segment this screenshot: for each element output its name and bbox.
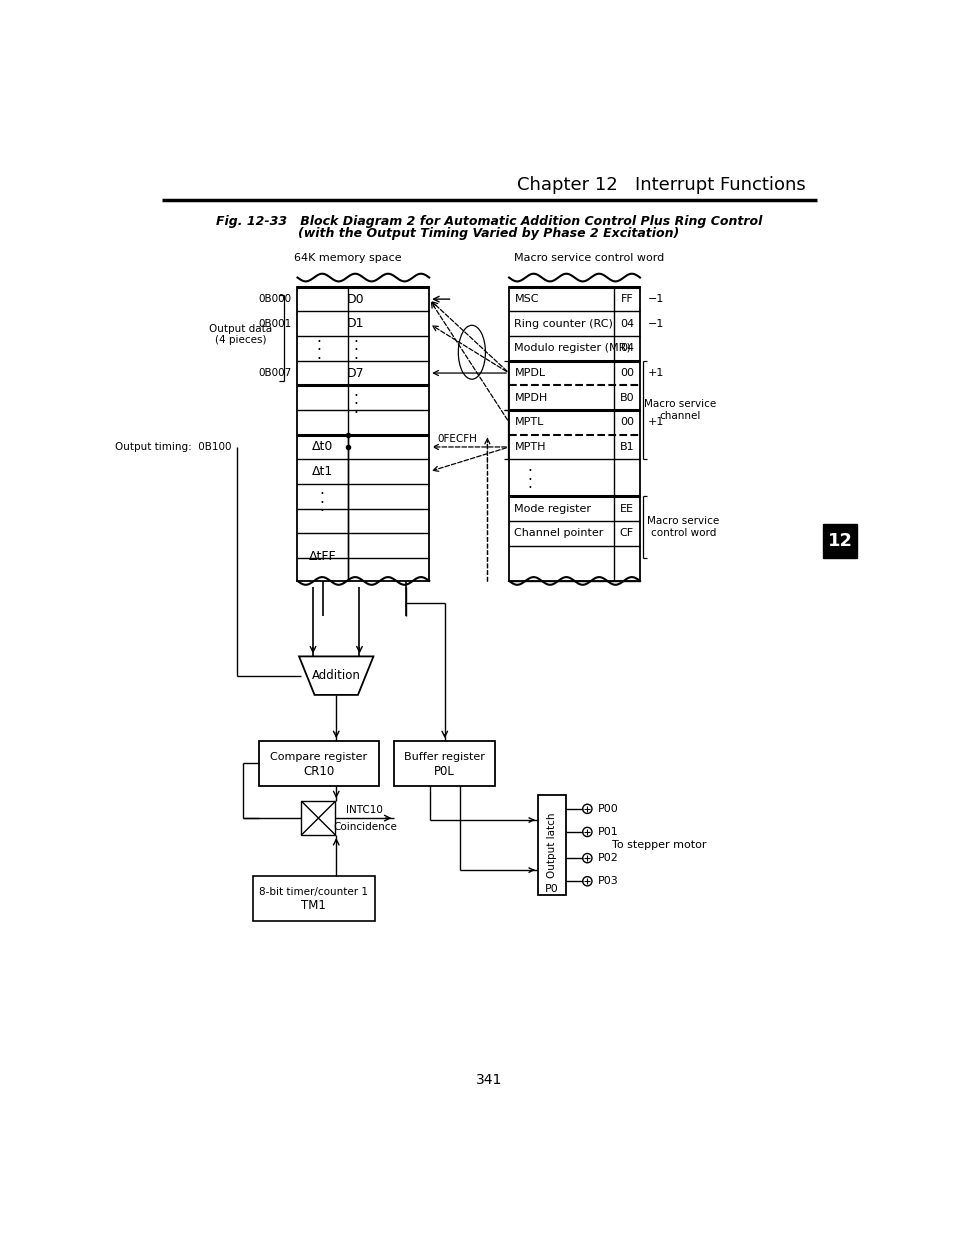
Text: 0B007: 0B007	[257, 368, 291, 378]
Text: P01: P01	[598, 827, 618, 837]
Bar	[394, 741, 495, 785]
Text: ·: ·	[353, 352, 357, 367]
Text: (with the Output Timing Varied by Phase 2 Excitation): (with the Output Timing Varied by Phase …	[298, 227, 679, 240]
Text: 8-bit timer/counter 1: 8-bit timer/counter 1	[259, 887, 368, 897]
Text: Fig. 12-33   Block Diagram 2 for Automatic Addition Control Plus Ring Control: Fig. 12-33 Block Diagram 2 for Automatic…	[215, 215, 761, 227]
Text: Ring counter (RC): Ring counter (RC)	[514, 319, 613, 329]
Text: Macro service
control word: Macro service control word	[647, 516, 719, 537]
Bar	[297, 287, 429, 580]
Text: +1: +1	[647, 368, 663, 378]
Text: MPTL: MPTL	[514, 417, 543, 427]
Text: INTC10: INTC10	[346, 805, 383, 815]
Text: Addition: Addition	[312, 669, 360, 682]
Text: 64K memory space: 64K memory space	[294, 253, 401, 263]
Text: B0: B0	[618, 393, 634, 403]
Text: Compare register: Compare register	[270, 752, 367, 762]
Text: P0L: P0L	[434, 764, 455, 778]
Text: To stepper motor: To stepper motor	[612, 840, 706, 850]
Bar	[253, 876, 375, 920]
Text: ·: ·	[353, 389, 357, 404]
Text: ·: ·	[319, 504, 324, 519]
Text: P0: P0	[544, 884, 558, 894]
Text: TM1: TM1	[301, 899, 326, 913]
Text: 04: 04	[619, 343, 634, 353]
Bar	[258, 741, 378, 785]
Text: CF: CF	[619, 529, 634, 538]
Text: 04: 04	[619, 319, 634, 329]
Text: Macro service control word: Macro service control word	[514, 253, 663, 263]
Text: FF: FF	[619, 294, 633, 304]
Text: D1: D1	[347, 317, 364, 330]
Text: ·: ·	[353, 405, 357, 421]
Text: Δt1: Δt1	[312, 466, 333, 478]
Text: ·: ·	[316, 343, 321, 358]
Text: MPDH: MPDH	[514, 393, 547, 403]
Text: ·: ·	[316, 335, 321, 350]
Text: ΔtFF: ΔtFF	[308, 550, 335, 563]
Text: −1: −1	[647, 319, 663, 329]
Text: CR10: CR10	[303, 764, 335, 778]
Text: Output timing:  0B100: Output timing: 0B100	[115, 442, 232, 452]
Text: ·: ·	[316, 352, 321, 367]
Text: ·: ·	[527, 473, 532, 488]
Text: D0: D0	[347, 293, 364, 305]
Text: P00: P00	[598, 804, 618, 814]
Text: Chapter 12   Interrupt Functions: Chapter 12 Interrupt Functions	[517, 177, 805, 194]
Bar	[509, 287, 639, 580]
Text: +1: +1	[647, 417, 663, 427]
Text: ·: ·	[527, 482, 532, 496]
Text: 0FECFH: 0FECFH	[437, 435, 476, 445]
Text: B1: B1	[618, 442, 634, 452]
Text: Channel pointer: Channel pointer	[514, 529, 603, 538]
Text: Buffer register: Buffer register	[404, 752, 485, 762]
Text: Δt0: Δt0	[312, 441, 333, 453]
Text: MPTH: MPTH	[514, 442, 545, 452]
Text: 00: 00	[619, 417, 633, 427]
Text: Mode register: Mode register	[514, 504, 591, 514]
Text: Output latch: Output latch	[546, 813, 557, 878]
Text: P03: P03	[598, 877, 618, 887]
Text: 341: 341	[476, 1073, 501, 1087]
Text: Coincidence: Coincidence	[333, 821, 396, 831]
Text: EE: EE	[619, 504, 633, 514]
Text: 12: 12	[826, 532, 852, 550]
Text: Output data
(4 pieces): Output data (4 pieces)	[209, 324, 273, 346]
Text: ·: ·	[319, 495, 324, 510]
Text: 0B001: 0B001	[257, 319, 291, 329]
Text: 0B000: 0B000	[258, 294, 291, 304]
Text: ·: ·	[353, 343, 357, 358]
Text: 00: 00	[619, 368, 633, 378]
Bar	[301, 802, 335, 835]
Text: MSC: MSC	[514, 294, 538, 304]
Bar	[822, 524, 856, 558]
Text: −1: −1	[647, 294, 663, 304]
Text: Macro service
channel: Macro service channel	[643, 399, 716, 421]
Text: ·: ·	[527, 464, 532, 479]
Text: ·: ·	[353, 335, 357, 350]
Polygon shape	[298, 656, 373, 695]
Bar	[537, 795, 565, 895]
Text: ·: ·	[353, 398, 357, 412]
Text: D7: D7	[347, 367, 364, 379]
Text: ·: ·	[319, 487, 324, 503]
Text: MPDL: MPDL	[514, 368, 545, 378]
Text: Modulo register (MR): Modulo register (MR)	[514, 343, 631, 353]
Text: P02: P02	[598, 853, 618, 863]
